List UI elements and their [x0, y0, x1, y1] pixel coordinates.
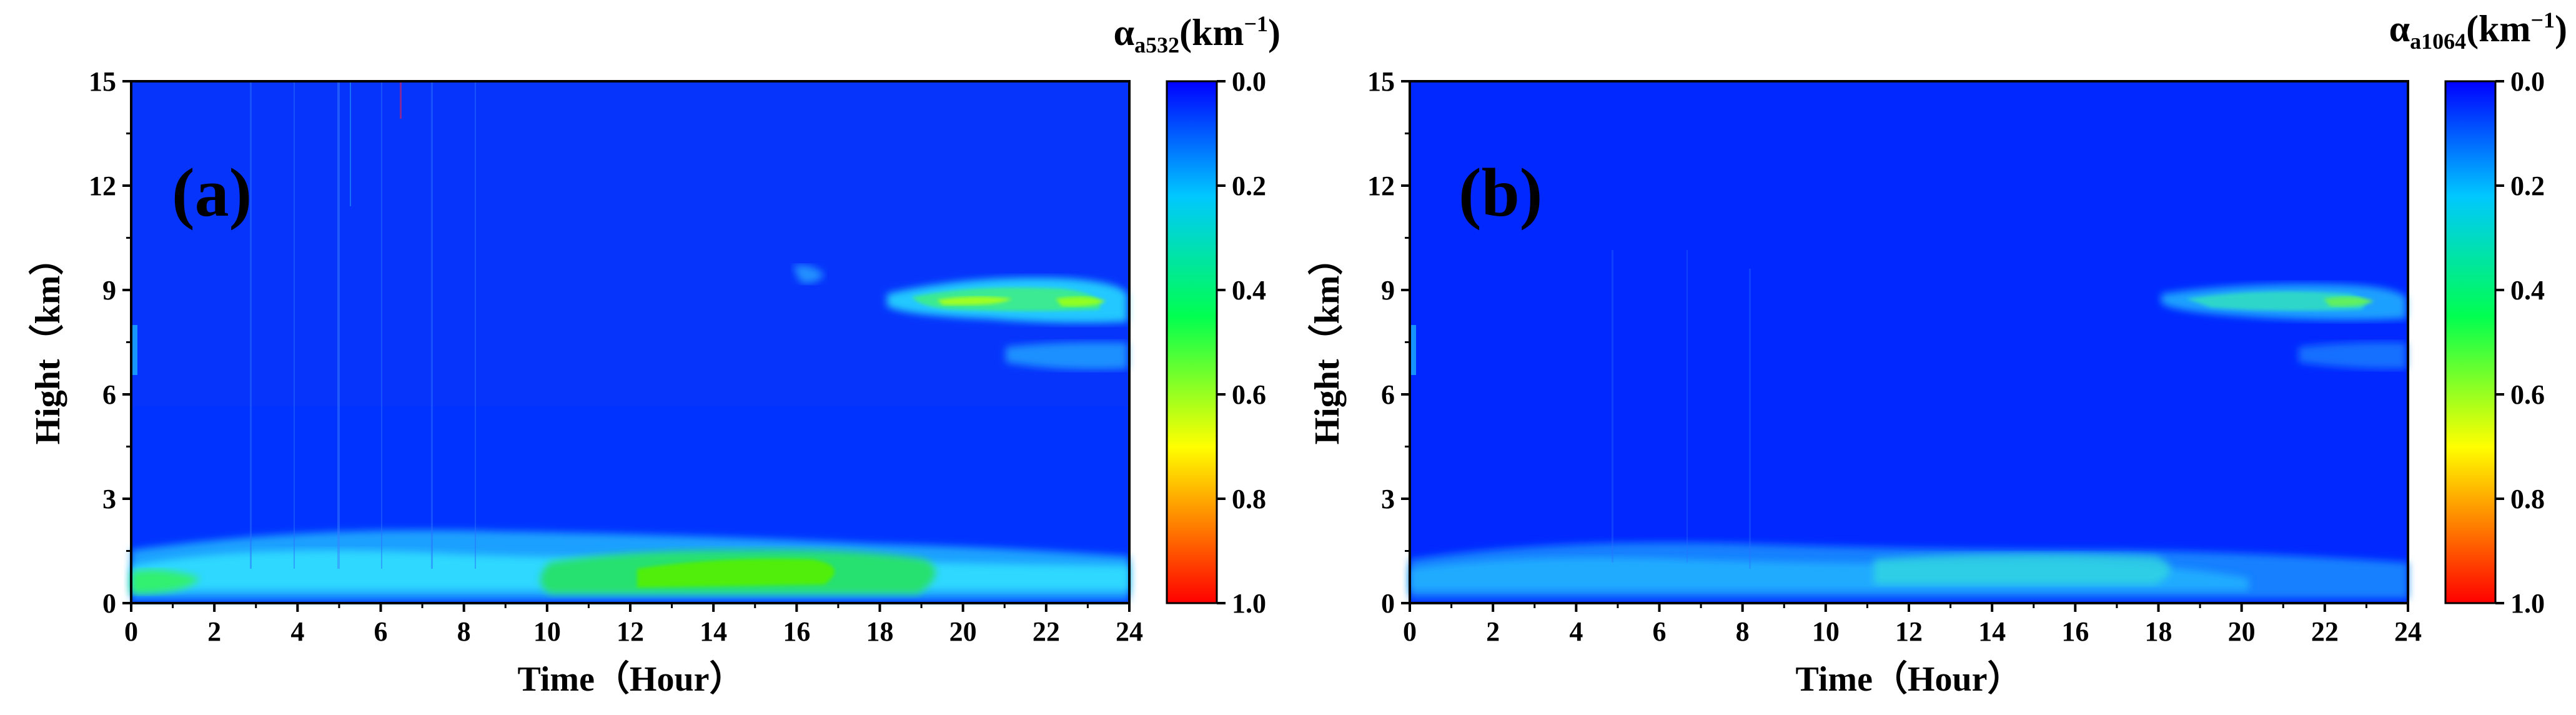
x-tick-label: 14: [700, 616, 727, 647]
panel-b-x-axis-title: Time（Hour）: [1796, 659, 2023, 699]
panel-b-y-axis: 0 3 6 9 12 15: [1367, 66, 1410, 619]
x-tick-label: 24: [1116, 616, 1143, 647]
x-tick-label: 16: [2061, 616, 2089, 647]
x-tick-label: 20: [2228, 616, 2256, 647]
panel-a-colorbar-title: αa532(km−1): [1114, 11, 1281, 58]
y-tick-label: 0: [1381, 588, 1395, 619]
panel-a-x-axis-title: Time（Hour）: [518, 659, 745, 699]
y-tick-label: 15: [89, 66, 116, 97]
x-tick-label: 22: [2311, 616, 2339, 647]
panel-a-x-axis: 0 2 4 6 8 10 12 14 16 18 20 22 24: [124, 603, 1143, 647]
colorbar-tick-label: 0.0: [2510, 66, 2545, 97]
colorbar-tick-label: 0.4: [2510, 275, 2545, 306]
x-tick-label: 16: [783, 616, 810, 647]
x-tick-label: 4: [1569, 616, 1583, 647]
x-tick-label: 4: [290, 616, 304, 647]
x-tick-label: 22: [1033, 616, 1060, 647]
panel-b-colorbar-title: αa1064(km−1): [2389, 8, 2567, 54]
colorbar-tick-label: 0.6: [1232, 379, 1266, 410]
colorbar-tick-label: 0.0: [1232, 66, 1266, 97]
y-tick-label: 3: [1381, 484, 1395, 514]
panel-a-colorbar-gradient: [1166, 80, 1218, 604]
y-tick-label: 9: [1381, 275, 1395, 306]
y-tick-label: 12: [89, 171, 116, 201]
colorbar-tick-label: 0.2: [1232, 171, 1266, 201]
panel-b-colorbar-gradient: [2444, 80, 2497, 604]
x-tick-label: 0: [124, 616, 138, 647]
x-tick-label: 14: [1978, 616, 2006, 647]
x-tick-label: 24: [2394, 616, 2422, 647]
x-tick-label: 8: [1736, 616, 1750, 647]
x-tick-label: 20: [949, 616, 977, 647]
x-tick-label: 10: [533, 616, 561, 647]
y-tick-label: 12: [1367, 171, 1395, 201]
y-tick-label: 6: [1381, 379, 1395, 410]
y-tick-label: 15: [1367, 66, 1395, 97]
colorbar-tick-label: 0.6: [2510, 379, 2545, 410]
panel-b-colorbar: 0.0 0.2 0.4 0.6 0.8 1.0 αa1064(km−1): [2389, 8, 2567, 619]
panel-a-y-axis: 0 3 6 9 12 15: [89, 66, 131, 619]
panel-b-y-axis-title: Hight（km）: [1307, 241, 1347, 445]
panel-a-lower-cloud-layer: [1006, 342, 1127, 370]
x-tick-label: 18: [866, 616, 894, 647]
y-tick-label: 0: [102, 588, 116, 619]
panel-b-plot: [1409, 80, 2409, 604]
panel-b-x-axis: 0 2 4 6 8 10 12 14 16 18 20 22 24: [1403, 603, 2422, 647]
y-tick-label: 6: [102, 379, 116, 410]
panel-a-colorbar: 0.0 0.2 0.4 0.6 0.8 1.0 αa532(km−1): [1114, 11, 1281, 619]
x-tick-label: 12: [617, 616, 644, 647]
y-tick-label: 9: [102, 275, 116, 306]
x-tick-label: 6: [1653, 616, 1667, 647]
panel-a-plot: [130, 80, 1131, 604]
panel-b-background: [1410, 81, 2408, 603]
y-tick-label: 3: [102, 484, 116, 514]
x-tick-label: 12: [1895, 616, 1923, 647]
colorbar-tick-label: 0.2: [2510, 171, 2545, 201]
colorbar-tick-label: 0.4: [1232, 275, 1266, 306]
x-tick-label: 2: [1486, 616, 1500, 647]
colorbar-tick-label: 1.0: [2510, 588, 2545, 619]
colorbar-tick-label: 1.0: [1232, 588, 1266, 619]
colorbar-tick-label: 0.8: [2510, 484, 2545, 514]
x-tick-label: 18: [2145, 616, 2172, 647]
x-tick-label: 6: [374, 616, 388, 647]
panel-b-lower-cloud-layer: [2299, 342, 2406, 369]
x-tick-label: 8: [457, 616, 471, 647]
panel-a-noise: [250, 81, 476, 569]
panel-a-y-axis-title: Hight（km）: [28, 241, 67, 445]
x-tick-label: 2: [207, 616, 221, 647]
x-tick-label: 0: [1403, 616, 1417, 647]
colorbar-tick-label: 0.8: [1232, 484, 1266, 514]
panel-a-label: (a): [172, 154, 252, 231]
panel-b-noise: [1612, 250, 1751, 569]
panel-b-label: (b): [1459, 154, 1542, 231]
x-tick-label: 10: [1812, 616, 1840, 647]
